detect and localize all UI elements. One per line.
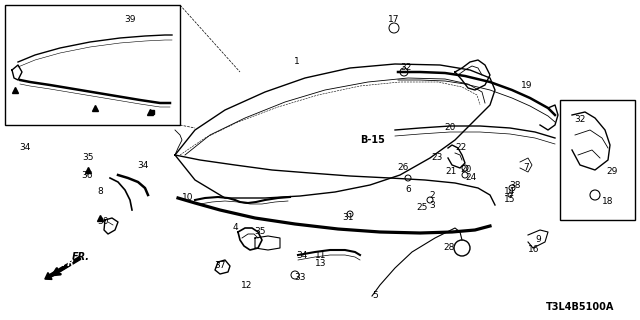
Text: 34: 34	[296, 251, 308, 260]
Text: 33: 33	[294, 273, 306, 282]
Text: 35: 35	[83, 154, 93, 163]
Text: 1: 1	[294, 58, 300, 67]
FancyArrow shape	[45, 257, 81, 279]
Text: 20: 20	[460, 165, 472, 174]
Text: B-15: B-15	[360, 135, 385, 145]
Text: 30: 30	[97, 218, 109, 227]
Text: 14: 14	[504, 188, 516, 196]
Text: 21: 21	[445, 167, 457, 177]
Text: 28: 28	[444, 244, 454, 252]
Text: 32: 32	[574, 116, 586, 124]
Text: 29: 29	[606, 167, 618, 177]
Text: 25: 25	[416, 204, 428, 212]
Text: 26: 26	[397, 164, 409, 172]
Text: 32: 32	[400, 63, 412, 73]
Text: 9: 9	[535, 236, 541, 244]
Text: 7: 7	[523, 164, 529, 172]
Text: 36: 36	[81, 171, 93, 180]
Text: 18: 18	[602, 197, 614, 206]
Text: FR.: FR.	[72, 252, 90, 262]
Text: 4: 4	[232, 223, 238, 233]
Text: T3L4B5100A: T3L4B5100A	[546, 302, 614, 312]
Text: 38: 38	[509, 180, 521, 189]
Text: 22: 22	[456, 143, 467, 153]
Text: 15: 15	[504, 196, 516, 204]
Text: 16: 16	[528, 244, 540, 253]
Text: 6: 6	[405, 186, 411, 195]
Text: 8: 8	[97, 188, 103, 196]
Text: 20: 20	[444, 124, 456, 132]
Text: 34: 34	[19, 143, 31, 153]
Bar	[5, 5, 180, 125]
Bar	[560, 100, 635, 220]
Text: 5: 5	[372, 292, 378, 300]
Text: 31: 31	[342, 213, 354, 222]
Text: 2: 2	[429, 190, 435, 199]
Text: 34: 34	[138, 161, 148, 170]
Text: 24: 24	[465, 173, 477, 182]
Text: 39: 39	[124, 15, 136, 25]
Text: 19: 19	[521, 81, 532, 90]
Text: 23: 23	[431, 154, 443, 163]
Text: 10: 10	[182, 194, 194, 203]
Text: 11: 11	[316, 251, 327, 260]
Text: 3: 3	[429, 201, 435, 210]
Text: FR.: FR.	[62, 260, 79, 268]
Text: 37: 37	[214, 260, 226, 269]
Text: 12: 12	[241, 281, 253, 290]
Text: 35: 35	[254, 228, 266, 236]
Text: 13: 13	[316, 259, 327, 268]
Text: 17: 17	[388, 15, 400, 25]
